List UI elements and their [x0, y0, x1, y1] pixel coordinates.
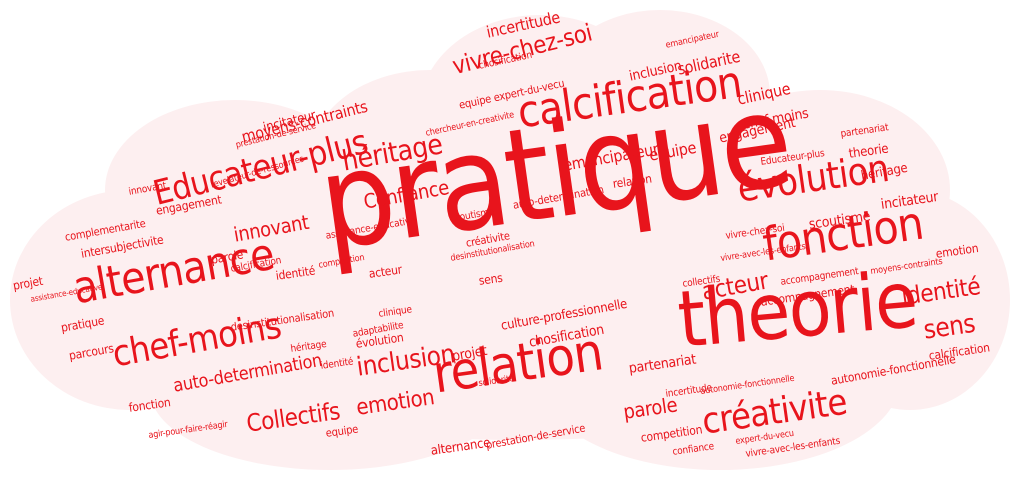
- word-sens-small: sens: [477, 270, 504, 288]
- word-sens: sens: [921, 308, 977, 346]
